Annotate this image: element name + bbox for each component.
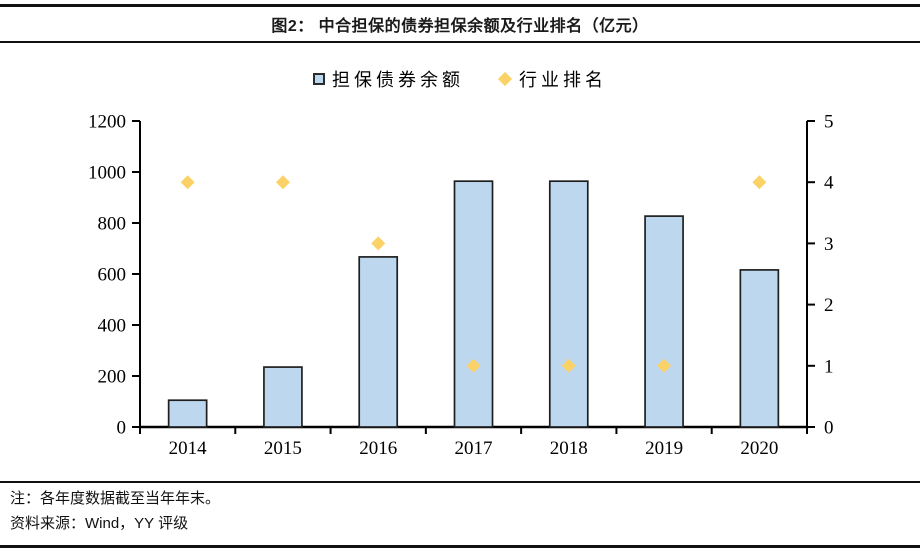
x-axis-label-2017: 2017 bbox=[455, 438, 493, 459]
footer-divider-rule bbox=[0, 481, 920, 483]
bar-2015 bbox=[263, 366, 303, 428]
bar-2019 bbox=[644, 215, 684, 428]
chart-legend: 担保债券余额 行业排名 bbox=[0, 65, 920, 93]
bond-balance-rank-combo-chart: 0 200 400 600 800 1000 1200 0 1 2 3 4 5 2014 2015 2016 2… bbox=[88, 112, 834, 460]
rank-diamond-2015 bbox=[275, 175, 290, 190]
rank-diamond-2017 bbox=[466, 358, 481, 373]
bar-2016 bbox=[358, 256, 399, 428]
left-axis-tick-label: 1000 bbox=[88, 163, 126, 184]
figure-title: 图2： 中合担保的债券担保余额及行业排名（亿元） bbox=[271, 18, 649, 35]
right-axis-tick-label: 0 bbox=[824, 418, 834, 439]
right-axis-tick-label: 1 bbox=[824, 356, 834, 377]
x-axis-label-2019: 2019 bbox=[645, 438, 683, 459]
x-axis-label-2014: 2014 bbox=[169, 438, 208, 459]
legend-item-bond-balance: 担保债券余额 bbox=[313, 66, 464, 92]
left-axis-tick-label: 0 bbox=[117, 418, 127, 439]
right-axis-tick-label: 3 bbox=[824, 234, 834, 255]
left-axis-tick-label: 600 bbox=[98, 265, 127, 286]
data-source: 资料来源：Wind，YY 评级 bbox=[10, 515, 189, 532]
bar-2017 bbox=[453, 180, 494, 428]
figure-title-row: 图2： 中合担保的债券担保余额及行业排名（亿元） bbox=[0, 7, 920, 41]
top-rule bbox=[0, 4, 920, 7]
diamond-series-swatch-icon bbox=[497, 71, 513, 87]
left-axis-tick-label: 200 bbox=[98, 367, 127, 388]
title-divider-rule bbox=[0, 41, 920, 43]
x-axis-label-2015: 2015 bbox=[264, 438, 302, 459]
rank-diamond-2014 bbox=[180, 175, 195, 190]
legend-label-industry-rank: 行业排名 bbox=[519, 70, 607, 90]
x-axis-label-2016: 2016 bbox=[359, 438, 397, 459]
rank-diamond-2016 bbox=[371, 236, 386, 251]
legend-item-industry-rank: 行业排名 bbox=[497, 66, 607, 92]
rank-diamond-2020 bbox=[752, 175, 767, 190]
bar-series-swatch-icon bbox=[313, 73, 325, 85]
left-axis-tick-label: 800 bbox=[98, 214, 127, 235]
left-axis-tick-label: 400 bbox=[98, 316, 127, 337]
left-axis-tick-label: 1200 bbox=[88, 112, 126, 133]
rank-diamond-2018 bbox=[561, 358, 576, 373]
right-axis-tick-label: 4 bbox=[824, 173, 834, 194]
bottom-rule bbox=[0, 545, 920, 548]
bar-2014 bbox=[167, 399, 208, 428]
rank-diamond-2019 bbox=[657, 358, 672, 373]
right-axis-tick-label: 5 bbox=[824, 112, 834, 133]
chart-note: 注：各年度数据截至当年年末。 bbox=[10, 490, 221, 507]
x-axis-label-2018: 2018 bbox=[550, 438, 588, 459]
right-axis-tick-label: 2 bbox=[824, 295, 834, 316]
legend-label-bond-balance: 担保债券余额 bbox=[332, 70, 464, 90]
x-axis-label-2020: 2020 bbox=[740, 438, 778, 459]
bar-2018 bbox=[548, 180, 589, 428]
bar-2020 bbox=[739, 269, 780, 428]
